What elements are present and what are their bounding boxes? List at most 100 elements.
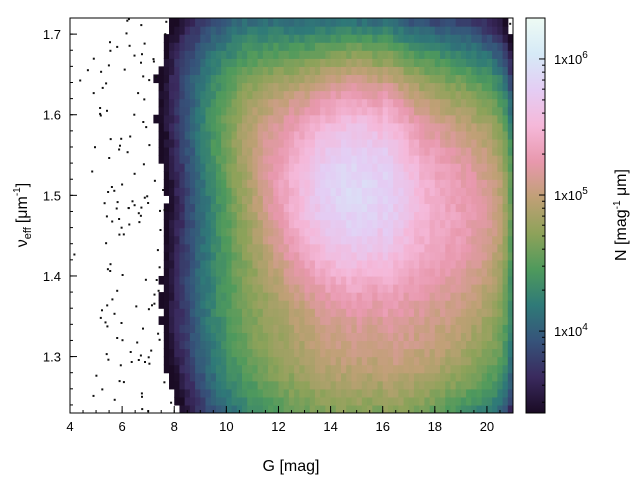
heatmap-cell [445,171,452,180]
heatmap-cell [393,155,399,164]
heatmap-cell [226,50,233,59]
heatmap-cell [434,324,441,333]
heatmap-cell [273,340,280,350]
heatmap-cell [283,275,290,285]
heatmap-cell [460,300,467,309]
speck-point [113,312,116,315]
heatmap-cell [413,195,420,205]
heatmap-cell [262,114,269,124]
heatmap-cell [163,138,170,148]
heatmap-cell [419,187,425,196]
heatmap-cell [257,146,264,156]
heatmap-cell [413,356,420,366]
heatmap-cell [440,195,446,205]
heatmap-cell [304,98,311,108]
heatmap-cell [335,66,342,76]
heatmap-cell [502,98,509,108]
heatmap-cell [215,372,222,382]
heatmap-cell [268,171,274,180]
heatmap-cell [429,372,436,382]
heatmap-cell [195,146,201,156]
heatmap-cell [330,259,337,269]
y-axis: 1.31.41.51.61.7 [43,17,77,406]
heatmap-cell [257,163,264,172]
heatmap-cell [236,50,243,59]
heatmap-cell [346,187,353,196]
heatmap-cell [455,275,462,285]
heatmap-cell [429,195,436,205]
speck-point [138,221,141,224]
heatmap-cell [382,219,389,229]
heatmap-cell [330,90,337,100]
heatmap-cell [372,195,379,205]
heatmap-cell [210,227,217,237]
heatmap-cell [247,171,254,180]
heatmap-cell [351,284,358,293]
heatmap-cell [210,284,217,293]
heatmap-cell [299,66,306,76]
heatmap-cell [247,211,254,221]
heatmap-cell [513,252,519,261]
heatmap-cell [174,203,181,213]
heatmap-cell [309,171,316,180]
heatmap-cell [434,171,441,180]
heatmap-cell [361,380,368,390]
heatmap-cell [262,74,269,84]
heatmap-cell [460,122,467,132]
heatmap-cell [325,122,332,132]
heatmap-cell [393,332,399,342]
heatmap-cell [314,396,321,406]
heatmap-cell [278,130,285,140]
heatmap-cell [424,146,431,156]
heatmap-cell [309,316,316,325]
heatmap-cell [424,292,431,301]
heatmap-cell [294,316,300,325]
heatmap-cell [231,364,238,374]
heatmap-cell [398,235,405,245]
heatmap-cell [262,50,269,59]
heatmap-cell [241,308,248,317]
heatmap-cell [273,308,280,317]
heatmap-cell [476,122,483,132]
heatmap-cell [440,356,446,366]
heatmap-cell [455,130,462,140]
heatmap-cell [320,66,326,76]
heatmap-cell [445,332,452,342]
heatmap-cell [492,316,498,325]
heatmap-cell [492,388,498,398]
heatmap-cell [189,179,196,188]
heatmap-cell [481,332,488,342]
heatmap-cell [424,74,431,84]
heatmap-cell [471,308,478,317]
heatmap-cell [299,138,306,148]
heatmap-cell [393,130,399,140]
heatmap-cell [440,332,446,342]
heatmap-cell [320,106,326,116]
heatmap-cell [304,203,311,213]
heatmap-cell [231,267,238,277]
heatmap-cell [513,276,519,285]
heatmap-cell [372,90,379,100]
heatmap-cell [413,324,420,333]
heatmap-cell [481,187,488,196]
heatmap-cell [424,106,431,116]
heatmap-cell [304,219,311,229]
heatmap-cell [200,259,207,269]
heatmap-cell [210,82,217,92]
heatmap-cell [205,187,212,196]
heatmap-cell [226,372,233,382]
heatmap-cell [481,372,488,382]
heatmap-cell [445,26,452,35]
heatmap-cell [283,388,290,398]
heatmap-cell [294,74,300,84]
heatmap-cell [434,163,441,172]
heatmap-cell [367,122,373,132]
speck-point [129,135,132,138]
heatmap-cell [278,340,285,350]
heatmap-cell [372,380,379,390]
heatmap-cell [393,171,399,180]
heatmap-cell [247,195,254,205]
heatmap-cell [471,356,478,366]
heatmap-cell [476,42,483,51]
heatmap-cell [330,308,337,317]
